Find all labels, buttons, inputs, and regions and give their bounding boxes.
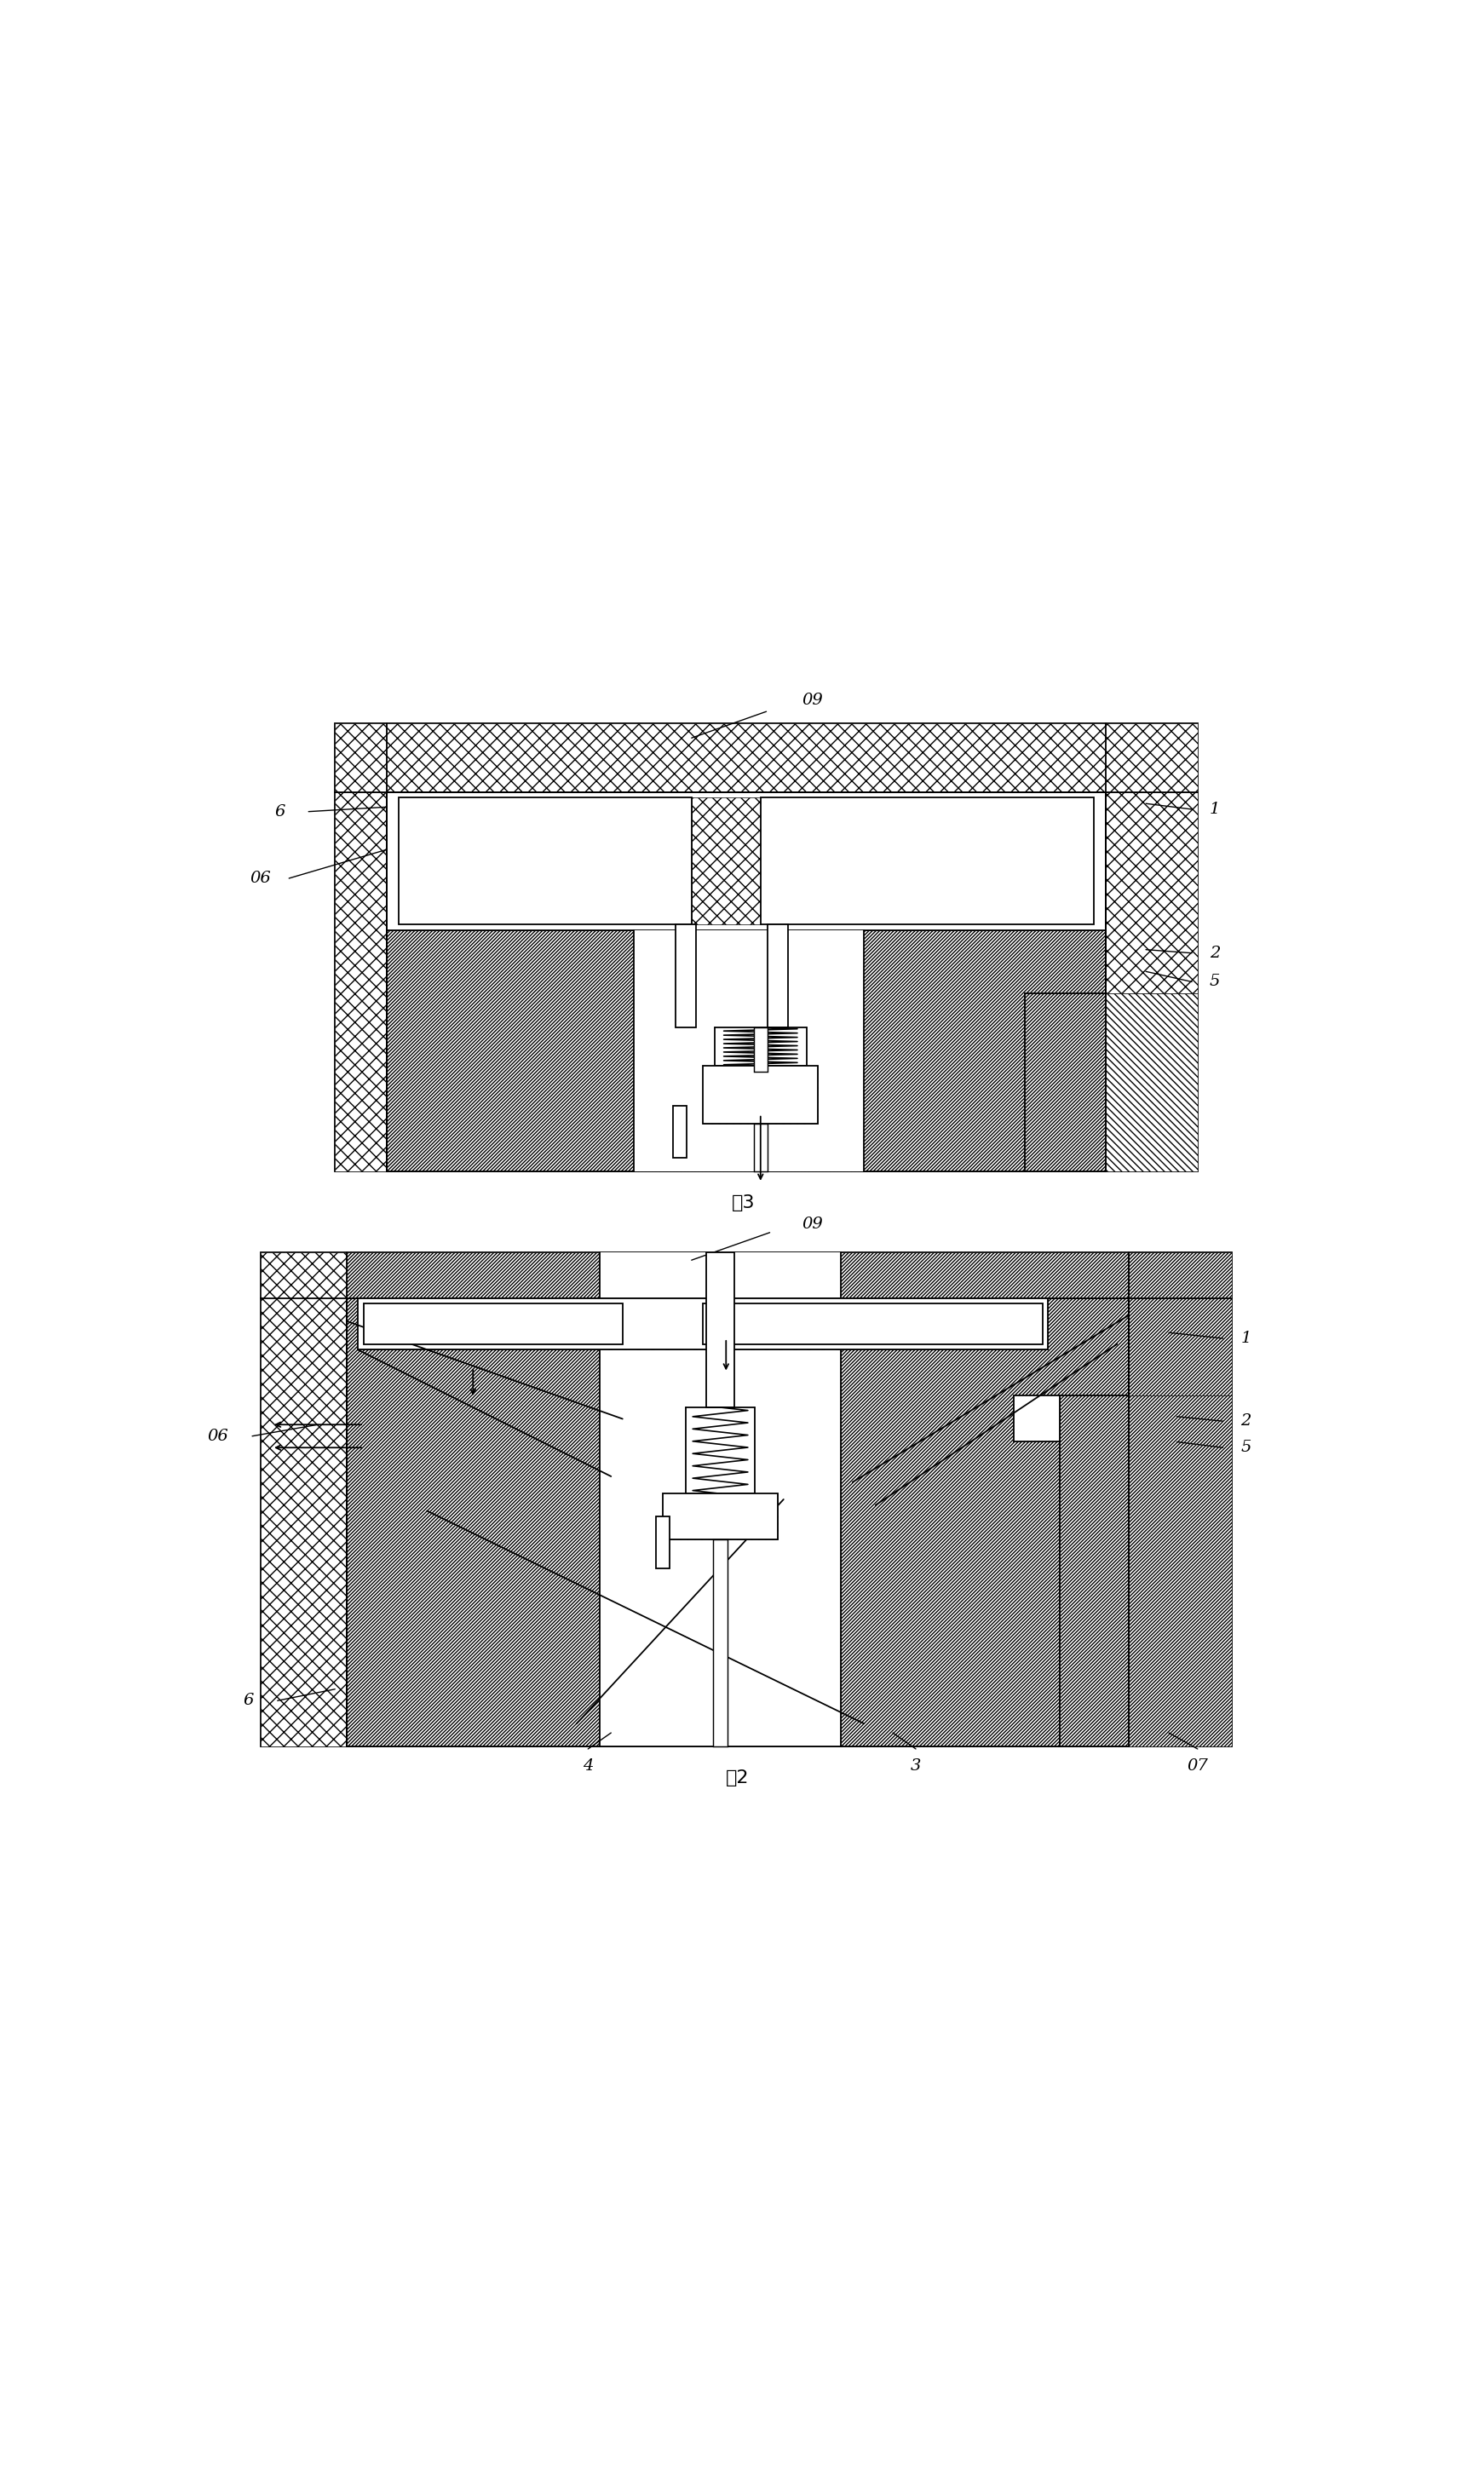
Bar — [703, 1066, 818, 1123]
Bar — [1128, 1251, 1232, 1397]
Bar — [663, 1493, 778, 1540]
Text: 09: 09 — [801, 694, 822, 708]
Text: 06: 06 — [249, 871, 270, 886]
Bar — [703, 1303, 1042, 1345]
Bar — [754, 1123, 767, 1172]
Bar — [656, 1518, 669, 1567]
Text: 图2: 图2 — [726, 1770, 749, 1787]
Text: 09: 09 — [801, 1217, 822, 1232]
Text: 图3: 图3 — [732, 1195, 755, 1212]
Polygon shape — [387, 930, 1106, 1172]
Bar — [706, 1251, 735, 1407]
Bar — [260, 1251, 1232, 1298]
Text: 5: 5 — [1241, 1439, 1251, 1456]
Bar — [335, 723, 1198, 792]
Text: 4: 4 — [583, 1760, 594, 1774]
Polygon shape — [841, 1298, 1128, 1747]
Bar — [358, 1298, 1048, 1350]
Bar — [1106, 723, 1198, 992]
Bar — [398, 797, 692, 926]
Bar — [692, 797, 760, 926]
Bar — [260, 1251, 346, 1747]
Bar — [364, 1303, 623, 1345]
Bar — [675, 926, 696, 1027]
Text: 2: 2 — [1209, 945, 1220, 960]
Bar — [767, 926, 788, 1027]
Bar — [335, 723, 1198, 1172]
Text: 07: 07 — [1187, 1760, 1208, 1774]
Bar — [335, 723, 387, 1172]
Bar — [674, 1106, 687, 1157]
Bar — [387, 792, 1106, 930]
Bar — [634, 930, 864, 1172]
Bar — [600, 1298, 841, 1747]
Bar — [1025, 992, 1198, 1172]
Bar — [260, 1251, 1232, 1747]
Bar — [663, 1493, 778, 1540]
Text: 5: 5 — [1209, 975, 1220, 990]
Text: 1: 1 — [1209, 802, 1220, 817]
Bar — [358, 1298, 1048, 1350]
Bar — [600, 1251, 841, 1298]
Text: 2: 2 — [1241, 1414, 1251, 1429]
Bar — [1014, 1397, 1060, 1441]
Text: 3: 3 — [911, 1760, 922, 1774]
Polygon shape — [346, 1298, 600, 1747]
Bar — [1060, 1397, 1232, 1747]
Text: 06: 06 — [208, 1429, 229, 1444]
Bar — [714, 1540, 727, 1747]
Bar — [703, 1066, 818, 1123]
Bar — [754, 1027, 767, 1071]
Text: 6: 6 — [275, 805, 285, 819]
Bar — [760, 797, 1094, 926]
Text: 6: 6 — [243, 1693, 254, 1708]
Text: 1: 1 — [1241, 1330, 1251, 1345]
